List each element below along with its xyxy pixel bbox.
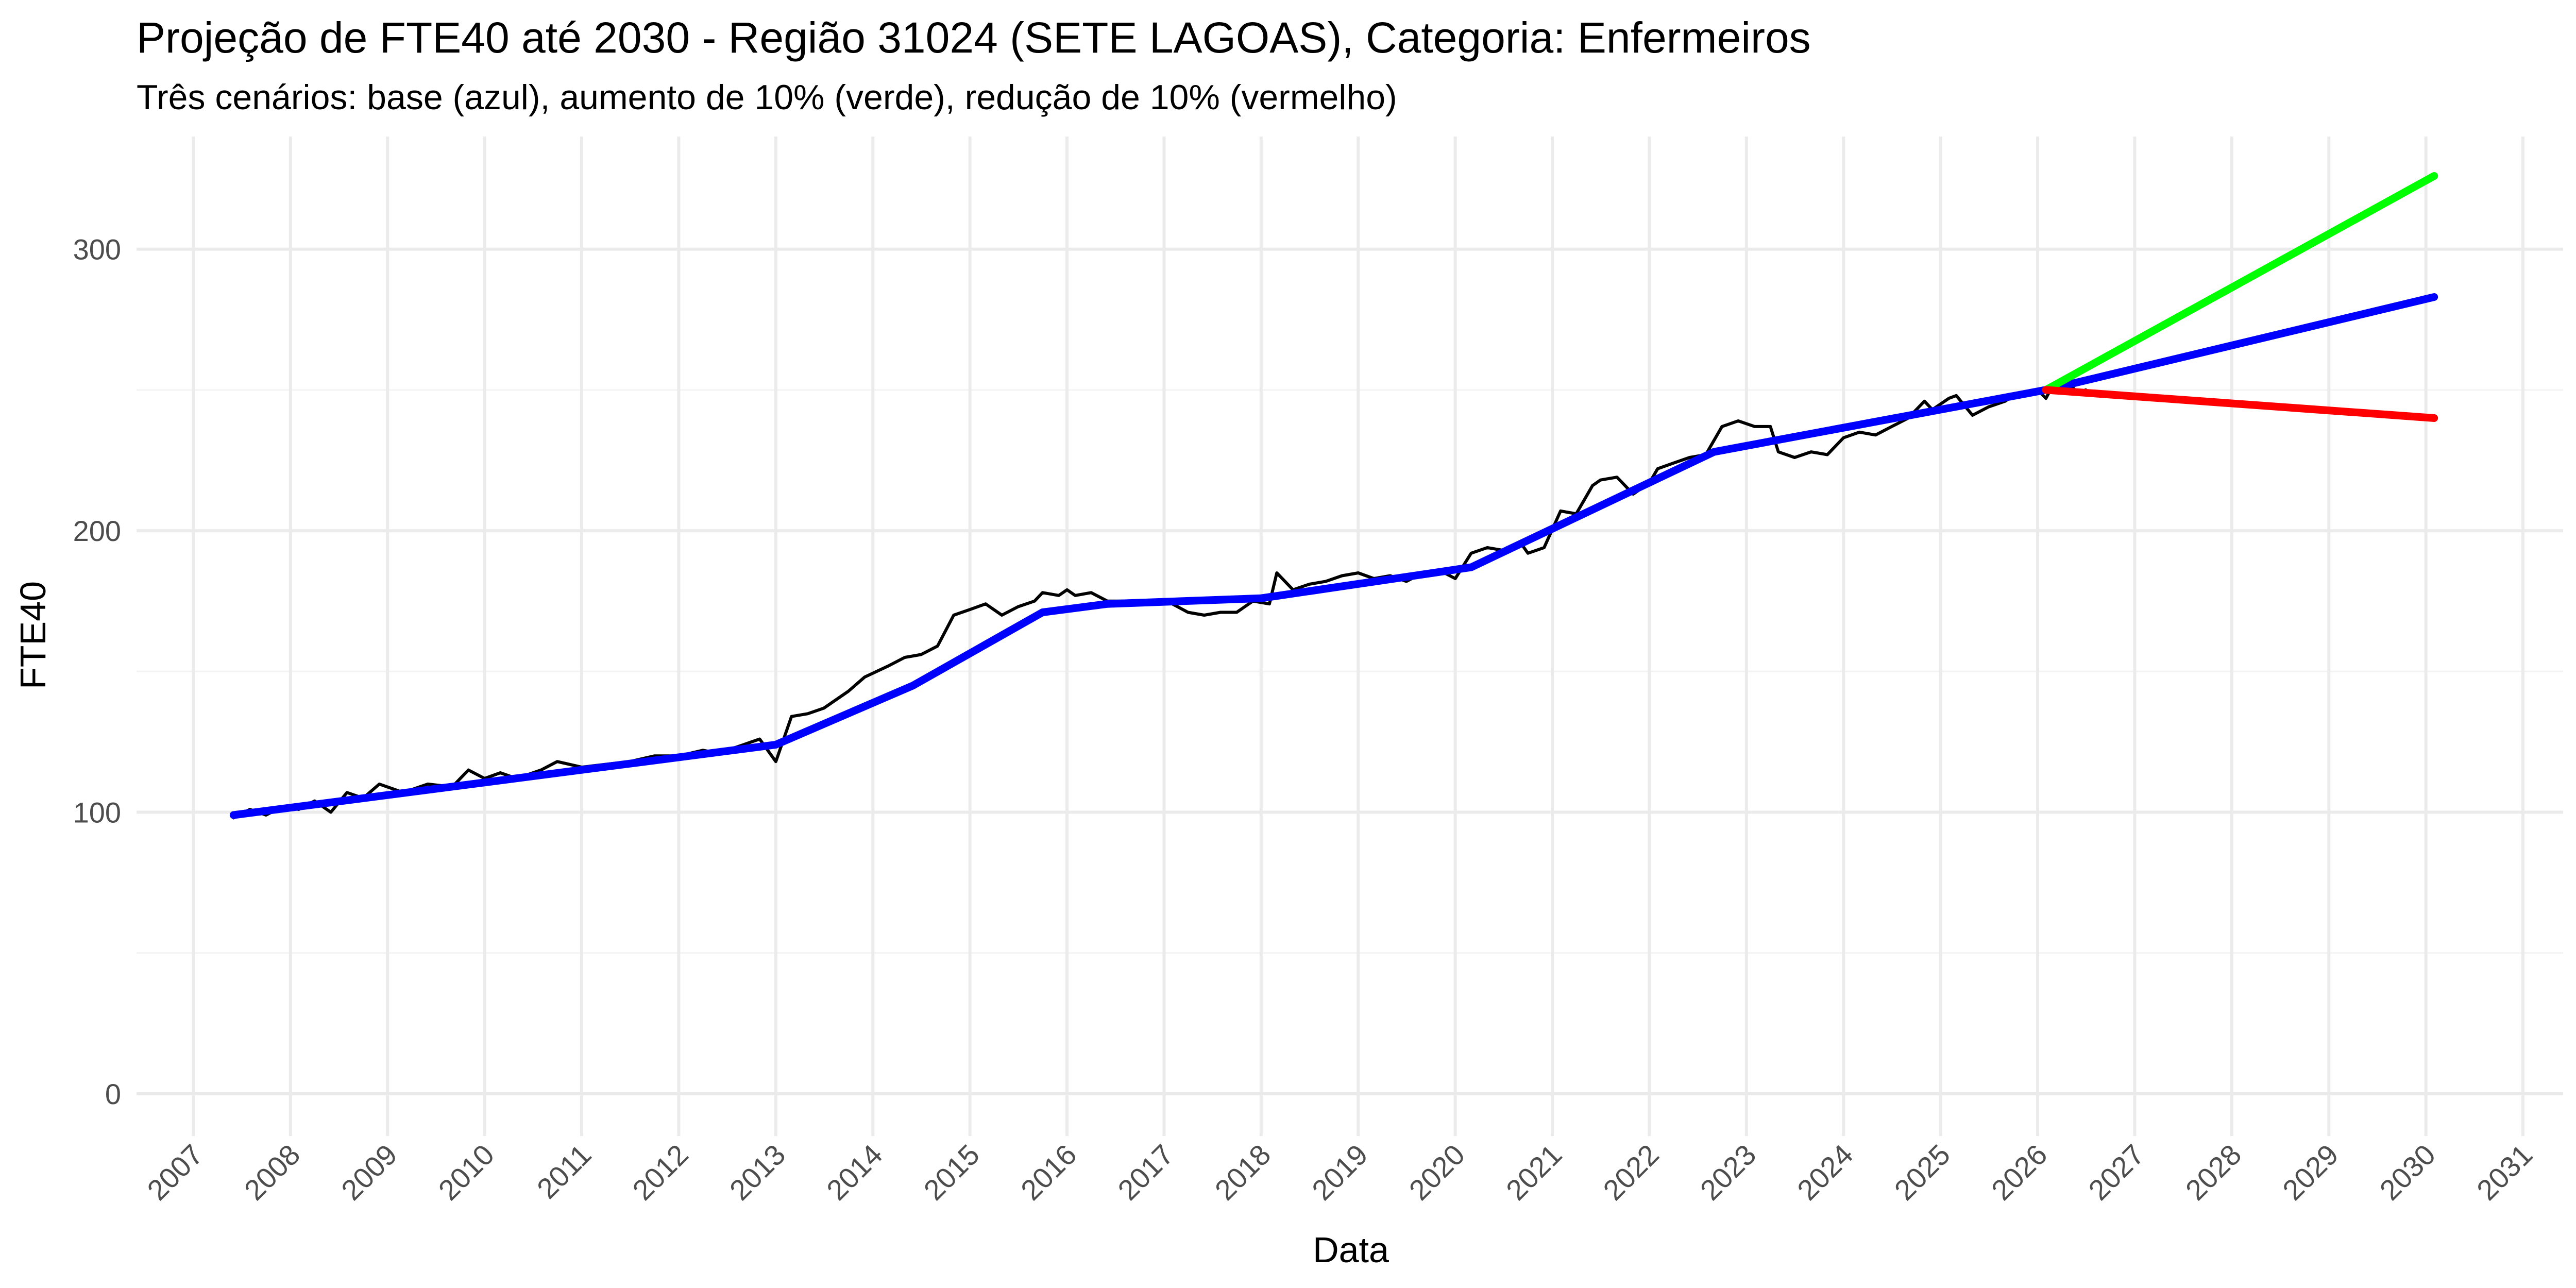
x-tick-label: 2024 xyxy=(1791,1138,1859,1207)
y-tick-label: 200 xyxy=(73,515,121,547)
x-tick-label: 2010 xyxy=(432,1138,501,1207)
x-tick-label: 2022 xyxy=(1597,1138,1665,1207)
x-axis-title: Data xyxy=(1313,1230,1389,1270)
series-lines xyxy=(229,172,2438,820)
x-tick-label: 2019 xyxy=(1306,1138,1374,1207)
x-tick-label: 2018 xyxy=(1209,1138,1277,1207)
y-tick-label: 300 xyxy=(73,233,121,266)
x-tick-label: 2016 xyxy=(1014,1138,1083,1207)
x-tick-label: 2025 xyxy=(1888,1138,1957,1207)
x-tick-label: 2008 xyxy=(238,1138,307,1207)
x-tick-label: 2009 xyxy=(335,1138,403,1207)
x-tick-label: 2017 xyxy=(1111,1138,1180,1207)
y-axis-title: FTE40 xyxy=(13,581,53,689)
x-tick-label: 2031 xyxy=(2470,1138,2539,1207)
series-line-3 xyxy=(2042,386,2438,422)
x-tick-label: 2014 xyxy=(820,1138,889,1207)
x-tick-label: 2021 xyxy=(1500,1138,1568,1207)
x-tick-label: 2011 xyxy=(531,1138,598,1205)
x-tick-label: 2007 xyxy=(141,1138,209,1207)
x-tick-label: 2013 xyxy=(723,1138,792,1207)
x-tick-label: 2027 xyxy=(2082,1138,2150,1207)
y-tick-label: 100 xyxy=(73,796,121,829)
x-tick-label: 2020 xyxy=(1403,1138,1471,1207)
y-tick-label: 0 xyxy=(105,1078,121,1110)
x-tick-label: 2015 xyxy=(918,1138,986,1207)
series-line-1 xyxy=(229,293,2438,819)
x-tick-label: 2030 xyxy=(2374,1138,2442,1207)
x-tick-label: 2026 xyxy=(1985,1138,2054,1207)
x-tick-label: 2028 xyxy=(2179,1138,2248,1207)
chart-subtitle: Três cenários: base (azul), aumento de 1… xyxy=(137,78,1397,117)
grid-lines xyxy=(137,137,2563,1136)
chart-title: Projeção de FTE40 até 2030 - Região 3102… xyxy=(137,13,1811,62)
x-tick-label: 2029 xyxy=(2276,1138,2345,1207)
y-axis-ticks: 0 100 200 300 xyxy=(73,233,121,1110)
x-tick-label: 2012 xyxy=(626,1138,694,1207)
x-axis-ticks: 2007 2008 2009 2010 2011 2012 2013 2014 2015 2016… xyxy=(141,1138,2538,1207)
series-line-2 xyxy=(2042,172,2438,394)
x-tick-label: 2023 xyxy=(1694,1138,1762,1207)
